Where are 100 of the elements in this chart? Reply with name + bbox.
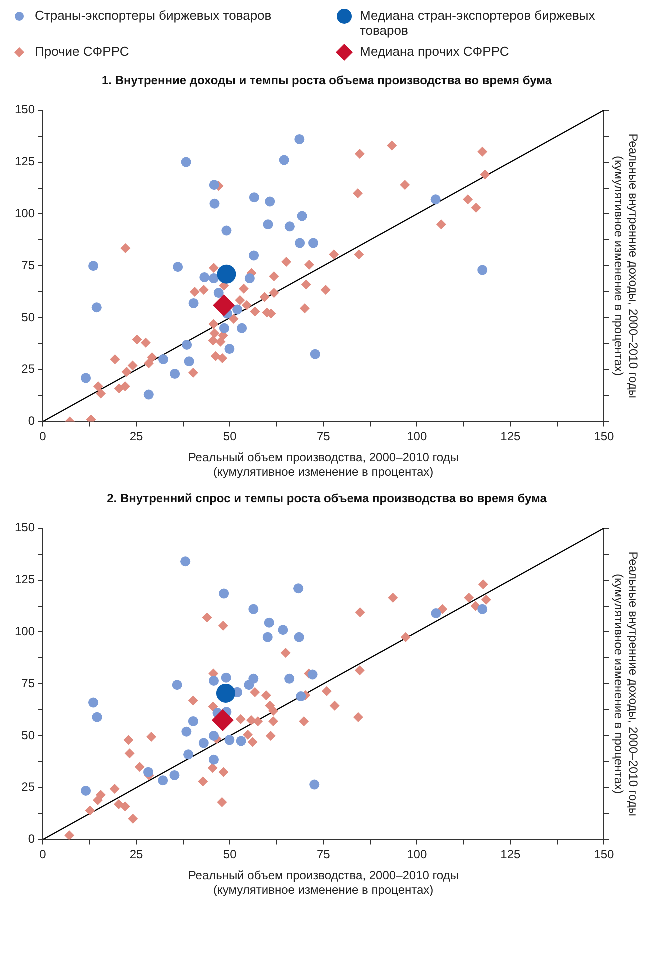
- point: [480, 170, 490, 180]
- point: [210, 328, 220, 339]
- point: [310, 349, 320, 360]
- point: [188, 298, 199, 308]
- point: [170, 770, 180, 780]
- point: [280, 648, 291, 658]
- legend-label: Медиана стран-экспортеров биржевых товаров: [360, 8, 596, 38]
- y-tick-label: 75: [22, 258, 36, 272]
- point: [212, 709, 234, 732]
- point: [236, 714, 246, 724]
- y-tick-label: 0: [28, 832, 36, 846]
- point: [430, 194, 441, 205]
- point: [253, 716, 264, 726]
- x-tick-label: 25: [130, 847, 144, 862]
- point: [301, 280, 312, 290]
- point: [184, 750, 194, 760]
- point: [265, 196, 276, 207]
- point: [198, 284, 209, 295]
- point: [262, 632, 273, 642]
- point: [304, 260, 314, 270]
- point: [213, 294, 236, 317]
- y-tick-label: 150: [14, 520, 36, 535]
- point: [182, 726, 192, 737]
- point: [463, 194, 474, 205]
- point: [244, 680, 254, 690]
- point: [330, 700, 340, 711]
- point: [278, 625, 288, 636]
- point: [266, 731, 276, 741]
- point: [188, 696, 198, 706]
- point: [124, 735, 134, 746]
- y-tick-label: 50: [22, 310, 36, 324]
- x-tick-label: 50: [223, 429, 238, 444]
- point: [269, 288, 280, 298]
- point: [217, 797, 228, 808]
- point: [248, 737, 258, 748]
- point: [222, 226, 232, 236]
- point: [216, 684, 236, 703]
- point: [208, 274, 219, 284]
- point: [224, 344, 235, 354]
- point: [431, 608, 442, 619]
- point: [146, 732, 157, 742]
- point: [120, 243, 131, 254]
- point: [208, 731, 219, 741]
- point: [124, 748, 135, 759]
- y-tick-label: 100: [14, 206, 36, 221]
- point: [310, 780, 320, 790]
- legend-label: Прочие СФРРС: [35, 44, 130, 59]
- chart-title: 1. Внутренние доходы и темпы роста объема производства во время бума: [102, 74, 552, 88]
- point: [170, 369, 180, 380]
- point: [208, 754, 219, 765]
- point: [471, 202, 482, 213]
- point: [250, 306, 260, 317]
- y-tick-label: 0: [28, 414, 36, 428]
- point: [353, 188, 364, 198]
- point: [263, 220, 274, 230]
- point: [120, 802, 130, 812]
- point: [400, 180, 410, 190]
- point: [228, 314, 239, 324]
- point: [478, 265, 488, 276]
- point: [92, 712, 102, 722]
- point: [243, 730, 254, 740]
- point: [478, 146, 488, 157]
- point: [128, 814, 138, 824]
- point: [387, 140, 398, 151]
- point: [249, 192, 260, 203]
- point: [354, 148, 365, 159]
- x-tick-label: 25: [130, 429, 144, 444]
- point: [265, 700, 276, 711]
- point: [218, 620, 228, 631]
- point: [202, 612, 212, 623]
- point: [300, 304, 310, 314]
- point: [158, 776, 168, 786]
- point: [436, 220, 446, 230]
- point: [242, 300, 252, 311]
- point: [284, 674, 295, 684]
- point: [232, 304, 243, 315]
- point: [114, 800, 124, 810]
- point: [294, 134, 305, 144]
- point: [294, 632, 304, 642]
- point: [296, 692, 306, 702]
- point: [282, 256, 292, 267]
- point: [268, 716, 278, 726]
- chart-title: 2. Внутренний спрос и темпы роста объема производства во время бума: [107, 492, 548, 506]
- y-tick-label: 25: [22, 780, 36, 794]
- y-tick-label: 75: [22, 676, 36, 690]
- point: [188, 368, 198, 378]
- point: [224, 735, 235, 746]
- point: [93, 382, 104, 392]
- point: [235, 295, 246, 306]
- point: [144, 767, 154, 778]
- x-tick-label: 100: [407, 429, 428, 444]
- point: [180, 556, 191, 567]
- point: [198, 776, 208, 787]
- point: [217, 264, 236, 284]
- point: [284, 222, 295, 232]
- point: [96, 388, 106, 399]
- point: [182, 340, 192, 350]
- point: [249, 250, 260, 261]
- point: [190, 287, 200, 298]
- y-tick-label: 25: [22, 362, 36, 376]
